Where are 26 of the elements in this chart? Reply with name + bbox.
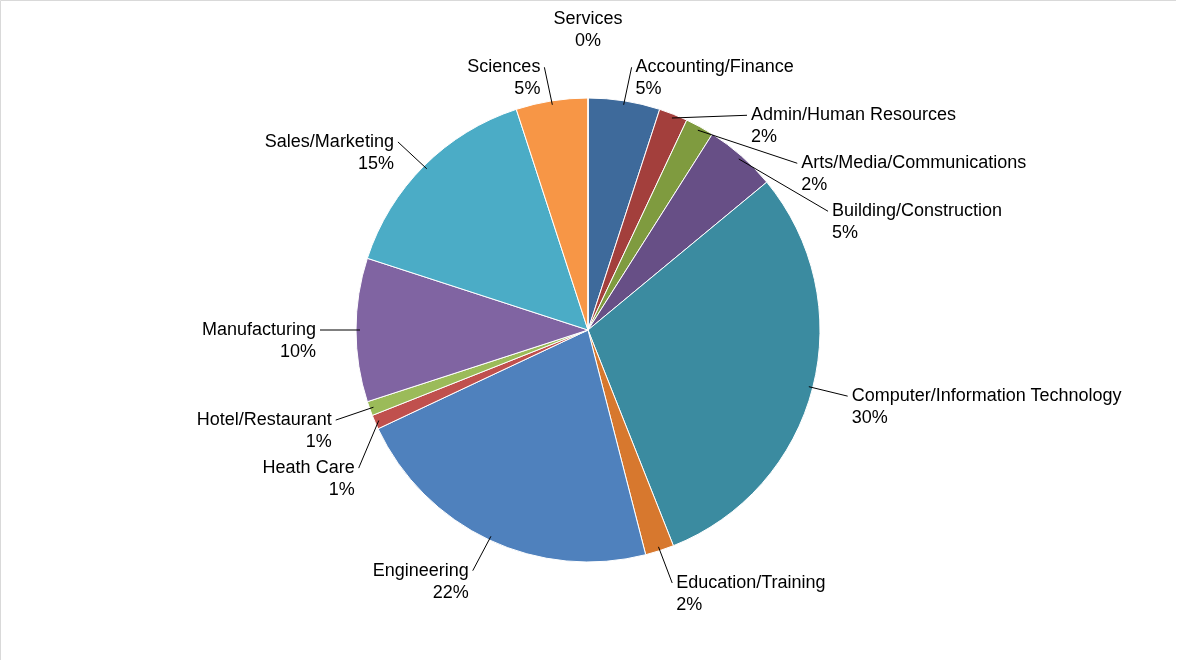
slice-label: Accounting/Finance [635, 56, 794, 77]
slice-label: Education/Training [676, 571, 826, 592]
data-label: 2% [676, 593, 703, 614]
data-label: 5% [832, 222, 859, 243]
slice-label: Admin/Human Resources [751, 104, 957, 125]
data-label: 30% [851, 407, 888, 428]
slice-label: Computer/Information Technology [851, 385, 1122, 406]
data-label: 1% [305, 431, 332, 452]
slice-label: Heath Care [262, 457, 355, 478]
text: 0% [574, 30, 602, 50]
data-label: 5% [514, 78, 541, 99]
data-label: 1% [328, 479, 355, 500]
slice-label: Manufacturing [201, 319, 316, 339]
slice-label: Hotel/Restaurant [196, 409, 332, 430]
data-label: 15% [357, 152, 394, 173]
slice-label: Building/Construction [832, 200, 1003, 221]
data-label: 5% [635, 78, 662, 99]
data-label: 2% [751, 126, 778, 147]
data-label: 2% [801, 174, 828, 195]
slice-label: Sciences [467, 56, 541, 77]
slice-label: Engineering [372, 559, 469, 580]
slice-label: Arts/Media/Communications [801, 152, 1027, 173]
category-label: Services [553, 8, 623, 28]
data-label: 10% [279, 341, 316, 361]
slice-label: Sales/Marketing [264, 130, 394, 151]
data-label: 22% [432, 581, 469, 602]
